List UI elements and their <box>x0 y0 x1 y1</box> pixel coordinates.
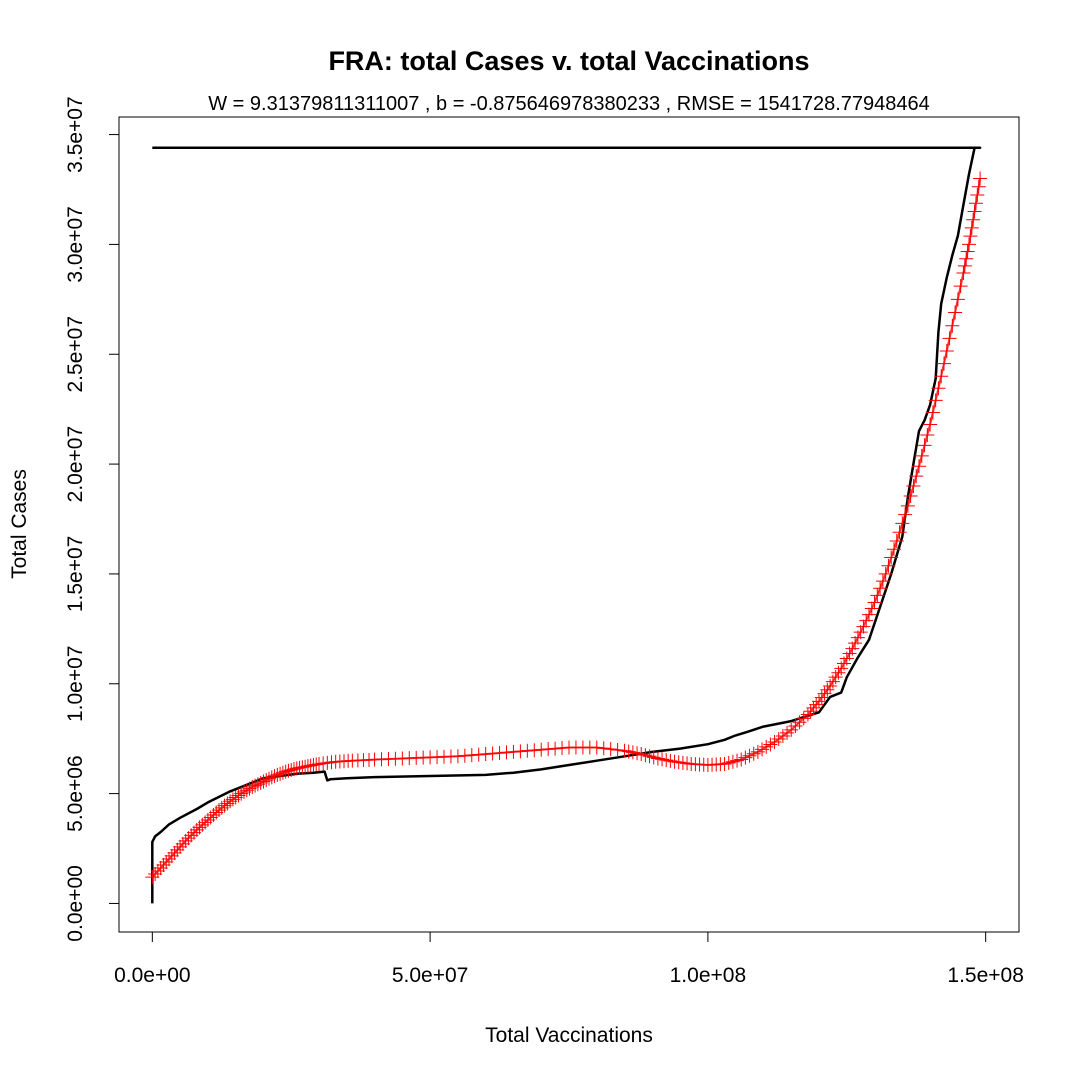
y-tick-label: 2.5e+07 <box>64 316 87 393</box>
plot-series <box>145 146 988 904</box>
series-trace-1 <box>151 178 982 878</box>
y-tick-label: 0.0e+00 <box>64 865 87 942</box>
x-tick-label: 1.0e+08 <box>670 964 747 987</box>
y-tick-label: 3.0e+07 <box>64 206 87 283</box>
x-tick-label: 0.0e+00 <box>114 964 191 987</box>
chart-title: FRA: total Cases v. total Vaccinations <box>328 46 809 76</box>
x-axis-label: Total Vaccinations <box>485 1024 653 1047</box>
y-axis-label: Total Cases <box>8 469 31 579</box>
y-tick-label: 2.0e+07 <box>64 426 87 503</box>
plot-frame <box>118 116 1020 933</box>
y-tick-label: 1.0e+07 <box>64 646 87 723</box>
x-tick-label: 1.5e+08 <box>947 964 1024 987</box>
x-axis: 0.0e+00 5.0e+07 1.0e+08 1.5e+08 <box>114 931 1024 987</box>
y-tick-label: 1.5e+07 <box>64 536 87 613</box>
series-line-0 <box>151 146 982 904</box>
x-tick-label: 5.0e+07 <box>392 964 469 987</box>
y-tick-label: 5.0e+06 <box>64 755 87 832</box>
y-axis: 0.0e+00 5.0e+06 1.0e+07 1.5e+07 2.0e+07 2.5e+… <box>64 96 120 942</box>
chart-subtitle: W = 9.31379811311007 , b = -0.8756469783… <box>208 93 930 115</box>
y-tick-label: 3.5e+07 <box>64 96 87 173</box>
